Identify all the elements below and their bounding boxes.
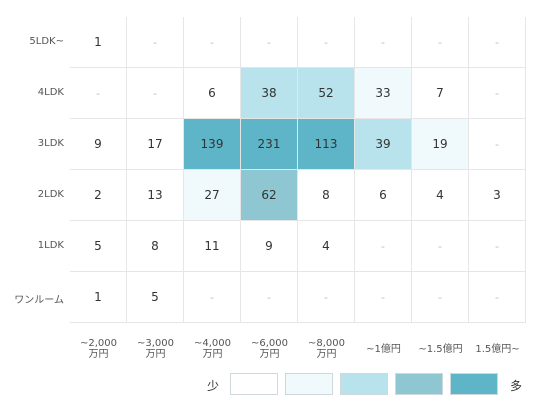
heatmap-cell: 33 [355,68,412,119]
heatmap-cell: - [127,17,184,68]
row-label: ワンルーム [14,294,64,306]
heatmap-cell: - [184,17,241,68]
heatmap-cell: 113 [298,119,355,170]
heatmap-cell: 5 [70,221,127,272]
heatmap-cell: - [469,119,526,170]
heatmap-cell: 4 [298,221,355,272]
heatmap-cell: 1 [70,17,127,68]
heatmap-cell: 1 [70,272,127,323]
heatmap-cell: 52 [298,68,355,119]
heatmap-cell: 19 [412,119,469,170]
heatmap-cell: 13 [127,170,184,221]
heatmap-cell: - [298,272,355,323]
heatmap-cell: 17 [127,119,184,170]
heatmap-cell: 9 [241,221,298,272]
heatmap-cell: - [469,272,526,323]
heatmap-cell: 27 [184,170,241,221]
heatmap-cell: 8 [298,170,355,221]
heatmap-cell: - [298,17,355,68]
legend-swatch [395,373,443,395]
legend-low-label: 少 [207,379,220,393]
legend-swatch [340,373,388,395]
column-label: ~8,000 万円 [307,338,345,360]
legend-swatch [450,373,498,395]
column-label: 1.5億円~ [475,344,520,355]
heatmap-cell: 231 [241,119,298,170]
column-label: ~1.5億円 [418,344,463,355]
row-label: 2LDK [37,188,64,200]
legend-swatch [285,373,333,395]
legend-swatch [230,373,278,395]
heatmap-cell: - [70,68,127,119]
column-label: ~1億円 [366,344,401,355]
heatmap-cell: - [412,272,469,323]
heatmap-cell: - [241,272,298,323]
column-label: ~4,000 万円 [193,338,231,360]
heatmap-cell: - [469,221,526,272]
row-label: 4LDK [37,86,64,98]
row-label: 5LDK~ [29,35,64,47]
column-label: ~2,000 万円 [79,338,117,360]
column-label: ~3,000 万円 [136,338,174,360]
heatmap-cell: - [469,68,526,119]
heatmap-cell: - [355,272,412,323]
heatmap-cell: - [412,221,469,272]
legend-high-label: 多 [510,379,523,393]
heatmap-cell: 6 [355,170,412,221]
heatmap-cell: - [469,17,526,68]
heatmap-cell: 11 [184,221,241,272]
heatmap-cell: - [412,17,469,68]
heatmap-cell: 62 [241,170,298,221]
heatmap-cell: 39 [355,119,412,170]
heatmap-cell: 8 [127,221,184,272]
heatmap-cell: 4 [412,170,469,221]
heatmap-cell: 2 [70,170,127,221]
heatmap-cell: 5 [127,272,184,323]
heatmap-cell: - [127,68,184,119]
heatmap-cell: 6 [184,68,241,119]
heatmap-cell: 139 [184,119,241,170]
heatmap-cell: 7 [412,68,469,119]
heatmap-cell: 9 [70,119,127,170]
heatmap-cell: - [355,221,412,272]
row-label: 1LDK [37,239,64,251]
column-label: ~6,000 万円 [250,338,288,360]
row-label: 3LDK [37,137,64,149]
heatmap-cell: 3 [469,170,526,221]
heatmap-cell: - [241,17,298,68]
heatmap-cell: 38 [241,68,298,119]
heatmap-cell: - [184,272,241,323]
heatmap-cell: - [355,17,412,68]
